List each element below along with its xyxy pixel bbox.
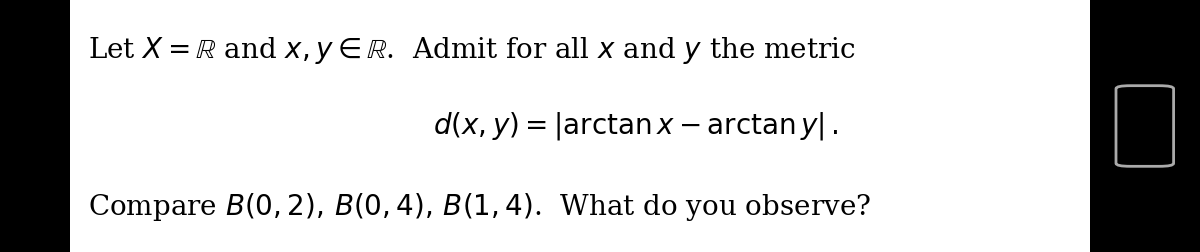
Text: Let $X = \mathbb{R}$ and $x, y \in \mathbb{R}$.  Admit for all $x$ and $y$ the m: Let $X = \mathbb{R}$ and $x, y \in \math… <box>88 35 856 66</box>
Text: Compare $B(0, 2),\, B(0, 4),\, B(1, 4)$.  What do you observe?: Compare $B(0, 2),\, B(0, 4),\, B(1, 4)$.… <box>88 191 871 223</box>
Text: $d(x, y) = |\arctan x - \arctan y|\,.$: $d(x, y) = |\arctan x - \arctan y|\,.$ <box>433 110 839 142</box>
Bar <box>70 0 1090 252</box>
FancyBboxPatch shape <box>1116 86 1174 166</box>
